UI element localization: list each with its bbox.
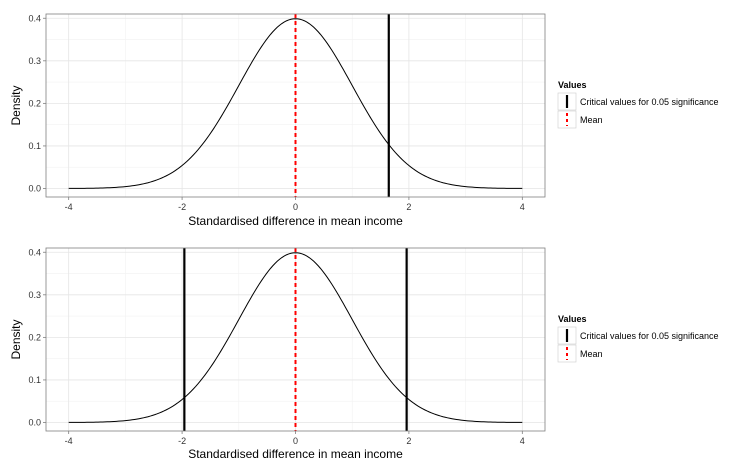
x-tick-label: -2 [178,202,186,212]
legend: Values Critical values for 0.05 significa… [557,80,719,129]
y-tick-label: 0.1 [28,375,41,385]
legend-title: Values [558,314,587,324]
density-curve [68,252,523,423]
y-tick-label: 0.0 [28,417,41,427]
density-curve [68,18,523,189]
x-tick-label: 0 [293,202,298,212]
x-tick-label: -2 [178,436,186,446]
legend-title: Values [558,80,587,90]
y-tick-label: 0.4 [28,247,41,257]
x-tick-label: 2 [406,202,411,212]
x-tick-label: 4 [520,436,525,446]
x-tick-label: 2 [406,436,411,446]
y-tick-label: 0.3 [28,290,41,300]
legend: Values Critical values for 0.05 significa… [557,314,719,363]
chart-panel-2: -4 -2 0 2 4 0.0 0.1 0.2 0.3 0.4 Standardised diffe… [9,247,719,461]
legend-label: Mean [580,115,603,125]
x-tick-label: -4 [65,436,73,446]
legend-label: Mean [580,349,603,359]
y-axis-title: Density [9,319,23,359]
x-axis-title: Standardised difference in mean income [188,214,403,228]
legend-label: Critical values for 0.05 significance [580,97,719,107]
x-tick-label: -4 [65,202,73,212]
y-tick-label: 0.1 [28,141,41,151]
y-axis-title: Density [9,85,23,125]
x-tick-label: 4 [520,202,525,212]
y-tick-label: 0.2 [28,98,41,108]
chart-panel-1: -4 -2 0 2 4 0.0 0.1 0.2 0.3 0.4 Standardised diffe… [9,13,719,228]
y-tick-label: 0.2 [28,332,41,342]
x-tick-label: 0 [293,436,298,446]
legend-label: Critical values for 0.05 significance [580,331,719,341]
y-tick-label: 0.4 [28,13,41,23]
x-axis-title: Standardised difference in mean income [188,447,403,461]
y-tick-label: 0.3 [28,56,41,66]
y-tick-label: 0.0 [28,183,41,193]
